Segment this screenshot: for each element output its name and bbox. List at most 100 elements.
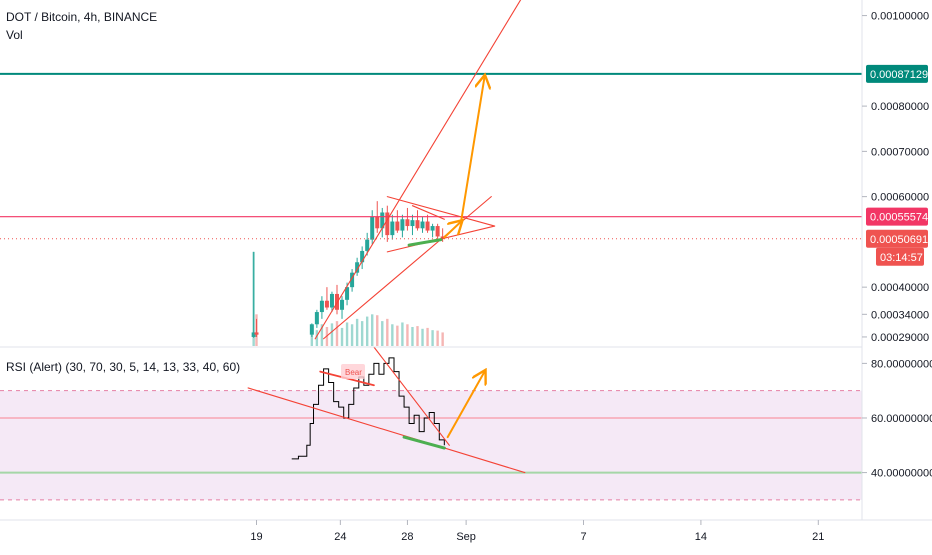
target-price-badge[interactable]: 0.00087129 (866, 64, 928, 83)
bear-tag-text: Bear (345, 368, 362, 377)
volume-bar (401, 322, 404, 346)
volume-bar (345, 322, 349, 346)
volume-label[interactable]: Vol (6, 28, 23, 42)
volume-bar (436, 330, 439, 346)
volume-bar (360, 321, 364, 346)
trend-drawings (314, 0, 525, 340)
candle-body (340, 299, 345, 310)
target-price-badge-text: 0.00087129 (870, 69, 928, 81)
volume-bar (365, 316, 369, 346)
candle-body (319, 300, 324, 313)
time-tick-label: 7 (580, 531, 586, 543)
rsi-trend-line[interactable] (402, 435, 446, 450)
candle-body (395, 221, 400, 231)
candle-body (410, 220, 415, 227)
candle-body (329, 293, 334, 308)
candle (400, 214, 405, 238)
candle (251, 251, 256, 338)
candle (430, 223, 435, 238)
candle (340, 296, 345, 319)
candle (254, 318, 259, 337)
volume-bar (396, 325, 399, 346)
price-tick-label: 0.00029000 (871, 332, 929, 344)
candle (309, 323, 314, 337)
time-tick-label: Sep (456, 531, 476, 543)
rsi-indicator-label[interactable]: RSI (Alert) (30, 70, 30, 5, 14, 13, 33, … (6, 360, 240, 374)
countdown-badge-box (876, 247, 924, 266)
candle (425, 214, 430, 233)
target-price-badge-box (866, 64, 928, 83)
rsi-pane (0, 346, 862, 501)
candle (350, 269, 355, 292)
candle (360, 246, 365, 270)
candle-body (360, 250, 365, 263)
time-tick-label: 21 (812, 531, 824, 543)
candle (314, 309, 319, 328)
candle-body (400, 219, 405, 231)
candle-body (370, 217, 375, 240)
volume-bar (335, 321, 339, 346)
candle (410, 214, 415, 236)
rsi-trend-line[interactable] (373, 346, 450, 446)
volume-bar (315, 330, 319, 346)
last-price-badge-box (866, 229, 928, 248)
volume-bar (441, 332, 444, 346)
candlesticks (251, 201, 445, 338)
candle-body (355, 262, 360, 273)
time-tick-label: 24 (334, 531, 346, 543)
volume-bar (411, 326, 414, 346)
countdown-badge-text: 03:14:57 (880, 252, 923, 264)
rsi-tick-label: 60.00000000 (871, 413, 932, 425)
bear-tag: Bear (341, 364, 365, 379)
volume-bar (340, 327, 344, 346)
candle (380, 207, 385, 238)
candle (365, 232, 370, 256)
candle-body (425, 221, 430, 231)
volume-bar (431, 330, 434, 346)
candle-body (309, 324, 314, 335)
rsi-tick-label: 80.00000000 (871, 358, 932, 370)
trend-line[interactable] (314, 0, 525, 340)
trend-line[interactable] (411, 205, 445, 220)
price-tick-label: 0.00040000 (871, 282, 929, 294)
rsi-tick-label: 40.00000000 (871, 468, 932, 480)
price-axis[interactable]: 0.00100000 0.00080000 0.00070000 0.00060000… (862, 11, 929, 344)
rsi-projection-arrow[interactable] (446, 372, 485, 439)
candle-body (375, 217, 380, 229)
resistance-price-badge[interactable]: 0.00055574 (866, 207, 928, 226)
last-price-badge[interactable]: 0.00050691 (866, 229, 928, 248)
volume-bar (330, 323, 334, 346)
price-tick-label: 0.00034000 (871, 309, 929, 321)
candle-body (430, 226, 435, 231)
bear-tag-box (341, 364, 365, 379)
candle-body (420, 221, 425, 229)
time-tick-label: 28 (401, 531, 413, 543)
rsi-axis[interactable]: 80.00000000 60.00000000 40.00000000 (862, 358, 932, 480)
symbol-title[interactable]: DOT / Bitcoin, 4h, BINANCE (6, 10, 157, 24)
time-axis[interactable]: 19 24 28 Sep 7 14 21 (250, 520, 824, 543)
resistance-price-badge-box (866, 207, 928, 226)
volume-bar (381, 321, 384, 346)
volume-bar (350, 324, 354, 346)
candle-body (415, 220, 420, 229)
candle (385, 205, 390, 242)
projection-arrow[interactable] (443, 222, 461, 239)
candle (405, 207, 410, 231)
volume-bar (391, 324, 394, 346)
last-price-badge-text: 0.00050691 (870, 234, 928, 246)
candle (319, 296, 324, 319)
time-tick-label: 19 (250, 531, 262, 543)
candle-body (345, 287, 350, 300)
volume-bar (421, 328, 424, 346)
candle (390, 214, 395, 240)
trend-line[interactable] (386, 196, 496, 227)
candle-body (405, 219, 410, 227)
candle-body (380, 212, 385, 229)
trend-line[interactable] (407, 238, 443, 247)
candle (415, 210, 420, 231)
projection-arrow[interactable] (460, 77, 484, 223)
candle-body (324, 300, 329, 308)
rsi-trend-line[interactable] (247, 387, 526, 474)
